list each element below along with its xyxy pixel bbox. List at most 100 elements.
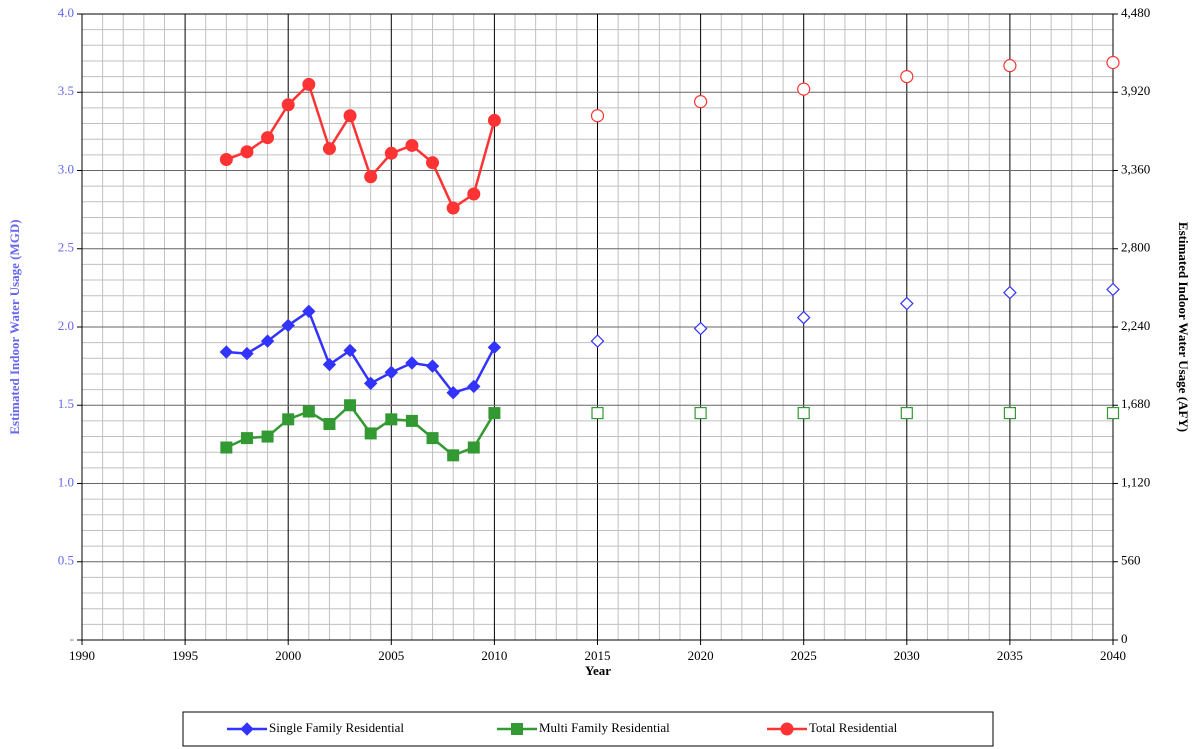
marker [261, 131, 275, 145]
x-tick-label: 2005 [378, 648, 404, 663]
marker [1003, 59, 1017, 73]
marker [302, 304, 316, 319]
plot-frame [81, 13, 1114, 641]
marker [446, 201, 460, 215]
marker [590, 334, 605, 348]
y-tick-label: 3.5 [58, 83, 74, 98]
marker [344, 399, 357, 412]
marker [363, 376, 378, 391]
marker [694, 406, 707, 420]
marker [282, 413, 295, 426]
y2-tick-label: 560 [1121, 553, 1141, 568]
marker [426, 156, 440, 170]
marker [323, 418, 336, 431]
y2-tick-label: 2,800 [1121, 240, 1150, 255]
marker [240, 432, 253, 445]
y2-tick-label: 0 [1121, 631, 1128, 646]
marker [281, 98, 295, 112]
marker [302, 405, 315, 418]
y-tick-label: 2.5 [58, 240, 74, 255]
marker [384, 146, 398, 160]
y-tick-label: - [70, 631, 74, 646]
y2-tick-label: 3,360 [1121, 161, 1150, 176]
marker [487, 113, 501, 127]
marker [446, 386, 460, 400]
x-tick-label: 2025 [791, 648, 817, 663]
marker [384, 365, 399, 380]
marker [322, 142, 336, 156]
marker [219, 153, 233, 167]
marker [260, 334, 275, 348]
y2-tick-label: 1,680 [1121, 396, 1150, 411]
marker [426, 432, 439, 445]
y2-tick-label: 3,920 [1121, 83, 1150, 98]
x-tick-label: 2010 [481, 648, 507, 663]
x-tick-label: 2030 [894, 648, 920, 663]
marker [240, 145, 254, 159]
marker [343, 109, 357, 123]
marker [1003, 285, 1017, 300]
y2-tick-label: 2,240 [1121, 318, 1150, 333]
y-tick-label: 3.0 [58, 161, 74, 176]
y2-tick-label: 4,480 [1121, 5, 1150, 20]
legend-label: Multi Family Residential [539, 720, 670, 735]
marker [693, 95, 708, 109]
y-tick-label: 2.0 [58, 318, 74, 333]
marker [467, 187, 481, 201]
marker [1106, 282, 1120, 297]
marker [240, 722, 254, 736]
marker [405, 138, 419, 152]
marker [467, 379, 481, 394]
marker [364, 170, 378, 184]
marker [364, 427, 377, 440]
marker [1003, 406, 1017, 420]
marker [220, 441, 233, 454]
marker [487, 340, 502, 355]
y2-tick-label: 1,120 [1121, 474, 1150, 489]
marker [302, 77, 316, 91]
marker [343, 343, 357, 358]
marker [385, 413, 398, 426]
marker [899, 296, 914, 311]
marker [240, 346, 254, 361]
marker [1106, 406, 1120, 420]
marker [1106, 55, 1120, 70]
y-axis-title: Estimated Indoor Water Usage (MGD) [7, 219, 22, 434]
y2-axis-title: Estimated Indoor Water Usage (AFY) [1176, 222, 1191, 432]
marker [467, 441, 480, 454]
marker [219, 345, 234, 359]
marker [447, 449, 460, 462]
marker [797, 82, 811, 96]
marker [405, 356, 419, 370]
marker [780, 722, 794, 736]
legend-label: Single Family Residential [269, 720, 404, 735]
marker [900, 406, 913, 420]
marker [590, 109, 605, 123]
x-tick-label: 2020 [688, 648, 714, 663]
marker [405, 414, 418, 427]
legend-box [182, 711, 994, 747]
marker [261, 430, 274, 443]
x-tick-label: 1995 [172, 648, 198, 663]
x-tick-label: 2040 [1100, 648, 1126, 663]
legend-label: Total Residential [809, 720, 898, 735]
y-tick-label: 1.0 [58, 474, 74, 489]
marker [281, 318, 295, 333]
marker [796, 310, 811, 325]
marker [797, 406, 810, 420]
x-tick-label: 2015 [585, 648, 611, 663]
marker [425, 359, 440, 373]
x-tick-label: 2035 [997, 648, 1023, 663]
marker [488, 407, 501, 420]
y-tick-label: 4.0 [58, 5, 74, 20]
x-axis-title: Year [585, 663, 611, 678]
marker [322, 357, 337, 372]
x-tick-label: 1990 [69, 648, 95, 663]
marker [591, 406, 604, 420]
marker [900, 69, 914, 84]
y-tick-label: 1.5 [58, 396, 74, 411]
y-tick-label: 0.5 [58, 553, 74, 568]
marker [693, 321, 708, 336]
marker [511, 723, 523, 735]
